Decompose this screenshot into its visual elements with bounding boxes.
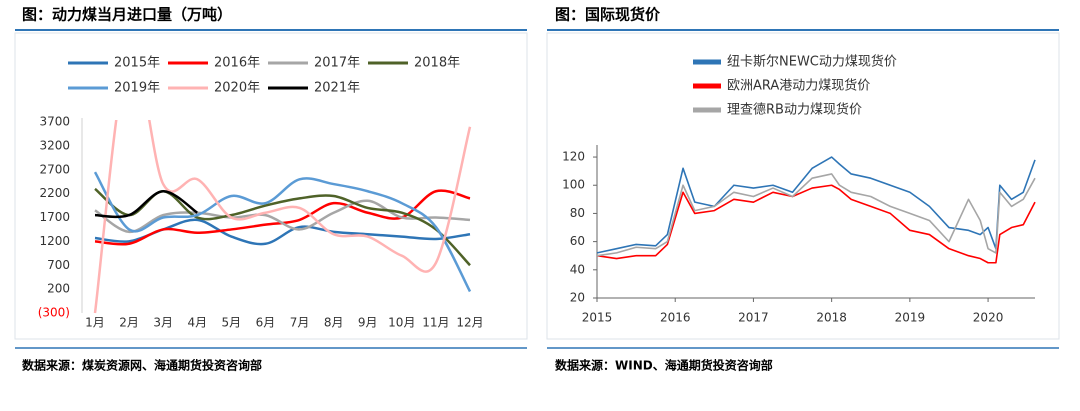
chart-title: 图：动力煤当月进口量（万吨） [22, 6, 232, 24]
x-tick-label: 5月 [222, 316, 242, 330]
y-tick-label: 20 [570, 291, 585, 305]
series-line [597, 184, 1036, 264]
legend-label: 2017年 [314, 56, 360, 71]
x-tick-label: 4月 [187, 316, 207, 330]
series-line [597, 173, 1036, 257]
y-tick-label: 1700 [39, 210, 70, 224]
legend-label: 2016年 [214, 56, 260, 71]
y-tick-label: 60 [570, 234, 585, 248]
legend-label: 2019年 [114, 81, 160, 96]
panel-frame [546, 32, 1060, 340]
y-tick-label: 120 [562, 150, 585, 164]
legend-label: 欧洲ARA港动力煤现货价 [727, 78, 870, 94]
y-tick-label: (300) [38, 306, 70, 320]
y-tick-label: 3200 [39, 138, 70, 152]
legend-label: 2018年 [414, 56, 460, 71]
y-tick-label: 200 [47, 282, 70, 296]
y-tick-label: 80 [570, 206, 585, 220]
legend-label: 2015年 [114, 56, 160, 71]
series-line [94, 187, 471, 267]
y-tick-label: 3700 [39, 115, 70, 129]
y-tick-label: 1200 [39, 234, 70, 248]
source-note: 数据来源：煤炭资源网、海通期货投资咨询部 [22, 358, 262, 373]
x-tick-label: 2017 [738, 311, 769, 325]
x-tick-label: 2020 [973, 311, 1004, 325]
series-line [93, 171, 472, 293]
source-note: 数据来源：WIND、海通期货投资咨询部 [555, 358, 773, 373]
panel-frame [14, 32, 528, 340]
x-tick-label: 9月 [358, 316, 378, 330]
legend-label: 理查德RB动力煤现货价 [727, 102, 862, 118]
x-tick-label: 2018 [816, 311, 847, 325]
legend-label: 2021年 [314, 81, 360, 96]
x-tick-label: 2019 [895, 311, 926, 325]
legend-label: 纽卡斯尔NEWC动力煤现货价 [727, 54, 897, 70]
x-tick-label: 11月 [422, 316, 449, 330]
y-tick-label: 2700 [39, 162, 70, 176]
y-tick-label: 700 [47, 258, 70, 272]
x-tick-label: 12月 [456, 316, 483, 330]
x-tick-label: 6月 [256, 316, 276, 330]
series-line [94, 199, 471, 234]
x-tick-label: 1月 [85, 316, 105, 330]
series-line [597, 156, 1036, 254]
x-tick-label: 10月 [388, 316, 415, 330]
x-tick-label: 7月 [290, 316, 310, 330]
y-tick-label: 40 [570, 262, 585, 276]
chart-title: 图：国际现货价 [555, 6, 661, 24]
y-tick-label: 100 [562, 178, 585, 192]
y-tick-label: 2200 [39, 186, 70, 200]
x-tick-label: 3月 [153, 316, 173, 330]
series-line [93, 120, 472, 314]
x-tick-label: 2月 [119, 316, 139, 330]
series-line [94, 189, 199, 219]
legend-label: 2020年 [214, 81, 260, 96]
x-tick-label: 8月 [324, 316, 344, 330]
x-tick-label: 2016 [660, 311, 691, 325]
x-tick-label: 2015 [582, 311, 613, 325]
